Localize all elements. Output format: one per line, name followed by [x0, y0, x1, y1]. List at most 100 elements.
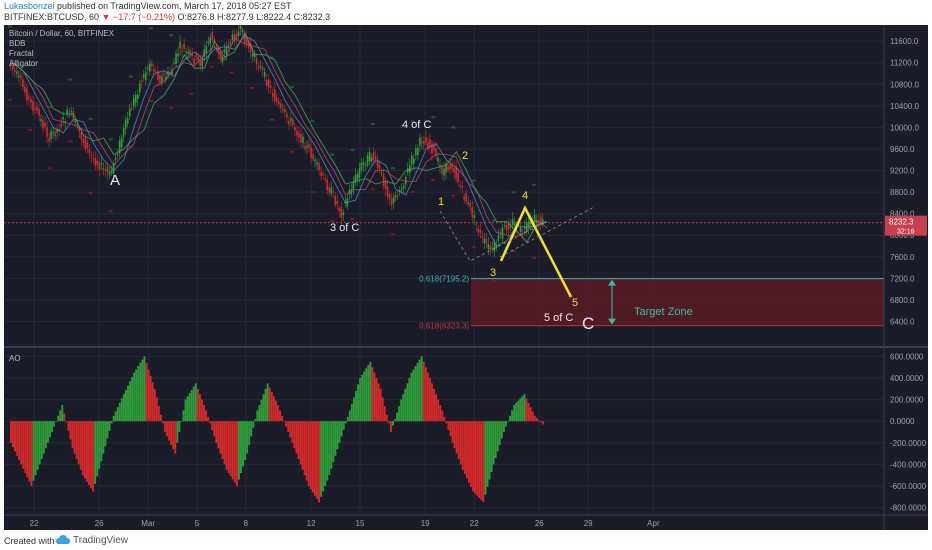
- tradingview-brand[interactable]: TradingView: [73, 535, 129, 546]
- x-tick-label: 12: [307, 519, 316, 528]
- ao-bar: [433, 388, 435, 422]
- fractal-marker: [290, 150, 295, 153]
- ao-bar: [453, 421, 456, 449]
- candle-body: [481, 236, 484, 238]
- candle-body: [205, 45, 208, 54]
- ao-bar: [301, 421, 304, 470]
- ao-bar: [359, 378, 362, 422]
- candle-body: [348, 190, 351, 194]
- y-tick-label: 8000.0: [890, 231, 915, 240]
- ao-bar: [488, 421, 491, 480]
- candle-body: [298, 132, 300, 138]
- candle-body: [42, 120, 44, 129]
- ao-bar: [318, 421, 320, 503]
- chart-frame[interactable]: 0.618(7195.2) 0.618(6323.3) 600.0000 400.0…: [4, 25, 928, 530]
- candle-body: [207, 41, 210, 43]
- ao-bar: [309, 421, 312, 490]
- candle-body: [437, 157, 439, 162]
- ao-bar: [266, 383, 269, 422]
- candle-body: [316, 162, 318, 165]
- fractal-marker: [310, 191, 315, 194]
- ao-bar: [270, 392, 273, 422]
- candle-body: [155, 70, 157, 72]
- symbol-line: BITFINEX:BTCUSD, 60 ▼ −17.7 (−0.21%) O:8…: [4, 12, 330, 23]
- fractal-marker: [290, 85, 295, 88]
- fractal-marker: [330, 153, 335, 156]
- candle-body: [66, 109, 69, 115]
- ao-bar: [223, 421, 226, 465]
- candle-body: [431, 143, 433, 154]
- candle-body: [334, 195, 337, 205]
- ao-bar: [246, 421, 249, 454]
- ao-bar: [480, 421, 483, 501]
- ao-y-tick-label: -600.0000: [890, 482, 927, 491]
- candle-body: [396, 196, 399, 198]
- candle-body: [445, 163, 447, 173]
- ao-bar: [61, 405, 64, 422]
- ao-bar: [400, 399, 403, 422]
- price-badge-value: 8232.3: [889, 218, 914, 227]
- ao-bar: [85, 421, 88, 482]
- candle-body: [80, 132, 83, 140]
- ao-bar: [143, 356, 146, 422]
- price-chart[interactable]: 0.618(7195.2) 0.618(6323.3) 600.0000 400.0…: [4, 25, 928, 530]
- candle-body: [253, 53, 256, 58]
- ao-bar: [517, 400, 520, 422]
- candle-body: [106, 167, 109, 173]
- ao-bar: [194, 383, 197, 422]
- candle-body: [84, 137, 87, 150]
- x-tick-label: 22: [470, 519, 479, 528]
- author-link[interactable]: Lukasbonzei: [4, 1, 55, 11]
- candle-body: [292, 119, 294, 126]
- alligator-line: [12, 37, 548, 238]
- ao-bar: [122, 394, 125, 422]
- candle-body: [126, 118, 129, 124]
- ao-bar: [248, 421, 251, 445]
- target-zone-box: [471, 278, 884, 326]
- x-tick-label: Mar: [141, 519, 155, 528]
- ao-bar: [38, 421, 41, 465]
- candle-body: [340, 207, 343, 218]
- candle-body: [24, 86, 26, 93]
- ao-bar: [63, 413, 66, 422]
- ao-bar: [472, 421, 475, 492]
- fractal-marker: [350, 149, 355, 152]
- ao-bar: [406, 383, 409, 422]
- candle-body: [68, 114, 71, 116]
- ao-bar: [205, 410, 208, 422]
- candle-body: [243, 32, 246, 44]
- ao-bar: [494, 421, 497, 458]
- candle-body: [199, 59, 202, 66]
- ao-bar: [507, 421, 509, 422]
- ao-bar: [131, 376, 134, 422]
- ao-bar: [225, 421, 228, 470]
- ao-y-tick-label: 0.0000: [890, 417, 915, 426]
- ao-bar: [252, 421, 255, 428]
- ao-bar: [291, 421, 294, 443]
- ao-bar: [490, 421, 493, 472]
- candle-body: [356, 174, 359, 181]
- candle-body: [290, 118, 292, 122]
- candle-body: [12, 65, 14, 70]
- ao-bar: [344, 421, 347, 424]
- candle-body: [459, 185, 461, 187]
- ao-bar: [398, 406, 401, 422]
- candle-body: [231, 34, 234, 40]
- ao-bar: [44, 421, 47, 449]
- candle-body: [28, 96, 30, 99]
- fractal-marker: [48, 167, 53, 170]
- ao-bar: [474, 421, 477, 494]
- ao-bar: [363, 371, 366, 422]
- candle-body: [503, 225, 506, 227]
- ao-bar: [201, 399, 203, 422]
- symbol-label: BITFINEX:BTCUSD, 60: [4, 12, 100, 22]
- candle-body: [60, 123, 62, 128]
- ao-bar: [67, 421, 70, 431]
- x-tick-label: 5: [195, 519, 200, 528]
- ao-bar: [135, 369, 138, 422]
- candle-body: [235, 34, 238, 40]
- ao-bar: [272, 396, 275, 422]
- candle-body: [233, 34, 236, 42]
- y-tick-label: 10400.0: [890, 102, 919, 111]
- candle-body: [485, 239, 488, 244]
